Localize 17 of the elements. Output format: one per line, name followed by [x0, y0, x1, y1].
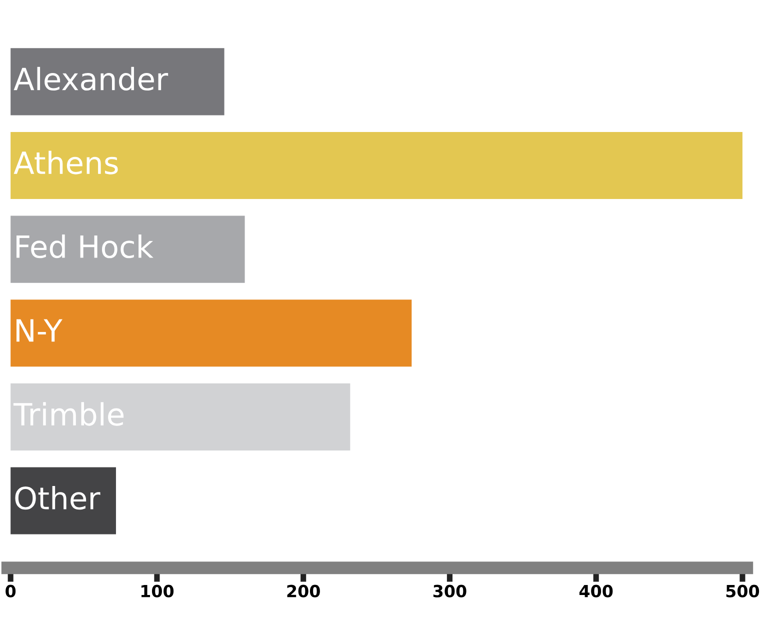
bar: [10, 300, 412, 367]
y-tick-label: Fed Hock: [16, 234, 154, 258]
x-tick-label: 300: [433, 584, 466, 598]
bar: [10, 48, 224, 116]
x-tick-label: 100: [141, 584, 174, 598]
x-tick-label: 400: [579, 584, 613, 598]
y-tick-label: Athens: [14, 150, 118, 174]
y-tick-label: Other: [15, 486, 100, 510]
bar: [10, 216, 245, 283]
y-tick-label: N-Y: [16, 319, 62, 342]
x-tick-label: 200: [287, 584, 320, 598]
y-tick-label: Alexander: [14, 66, 168, 91]
bar: [10, 132, 742, 200]
bar: [10, 383, 350, 450]
bar: [10, 467, 116, 534]
x-tick-label: 500: [726, 584, 760, 598]
x-tick-label: 0: [6, 584, 16, 598]
